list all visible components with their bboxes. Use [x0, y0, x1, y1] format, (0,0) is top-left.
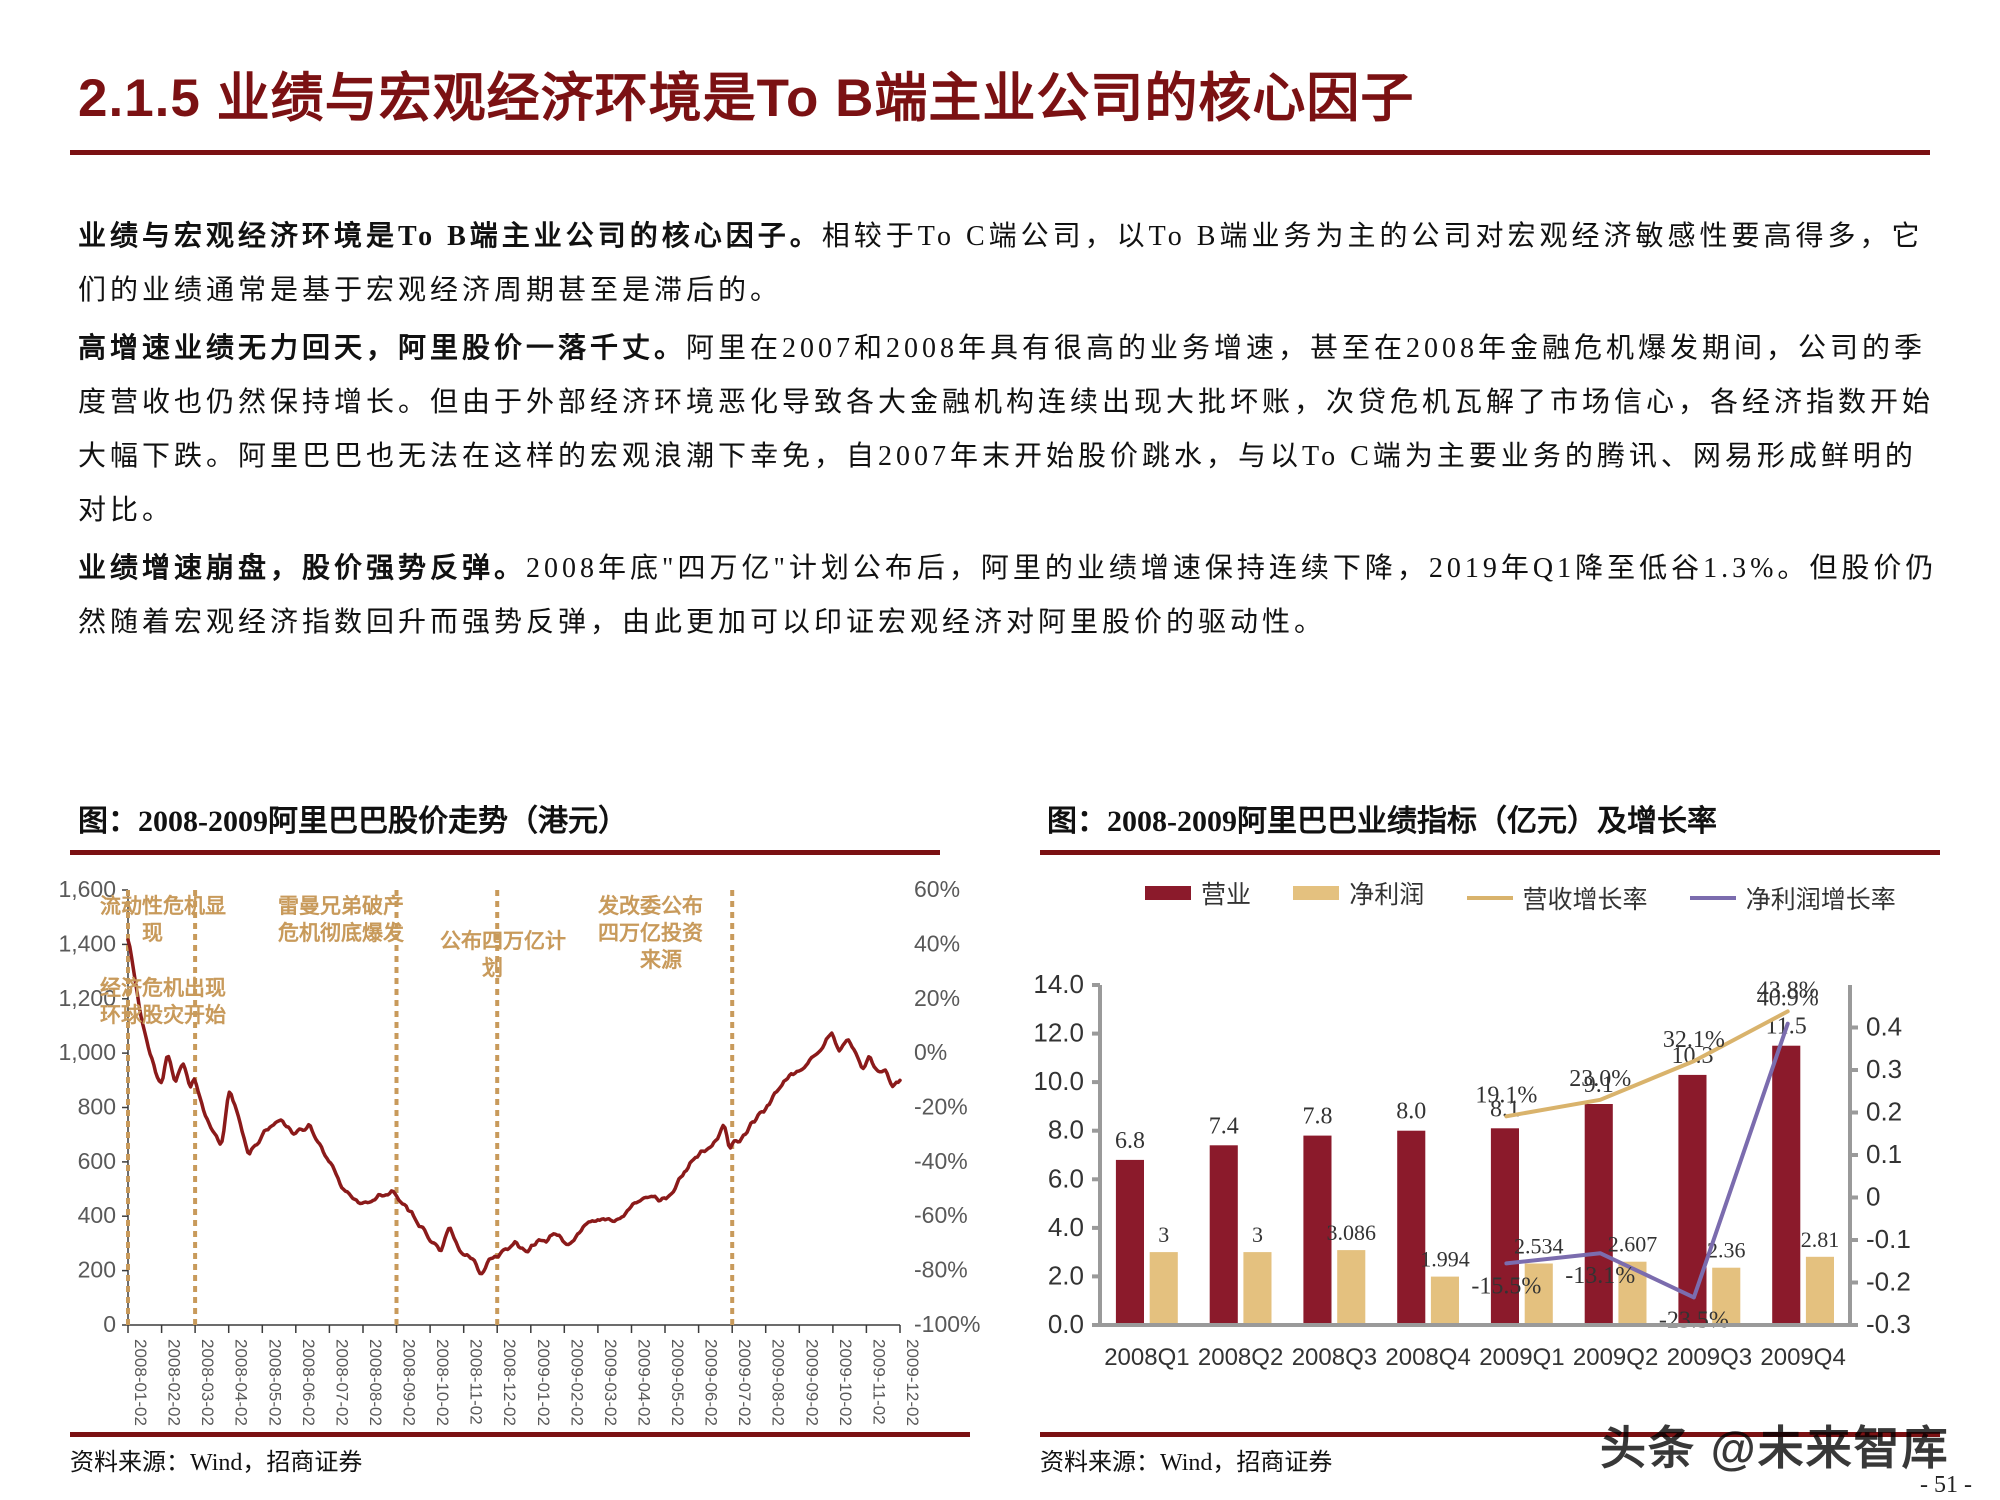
svg-text:2.0: 2.0 [1048, 1260, 1084, 1290]
svg-text:0: 0 [103, 1311, 116, 1337]
svg-text:3: 3 [1158, 1222, 1169, 1247]
svg-text:1.994: 1.994 [1420, 1247, 1470, 1272]
svg-text:600: 600 [78, 1148, 116, 1174]
svg-text:-13.1%: -13.1% [1565, 1263, 1635, 1289]
svg-text:2009Q2: 2009Q2 [1573, 1344, 1658, 1371]
svg-text:2009-07-02: 2009-07-02 [735, 1339, 754, 1426]
svg-text:19.1%: 19.1% [1475, 1082, 1537, 1108]
svg-text:3: 3 [1252, 1222, 1263, 1247]
svg-text:2009-11-02: 2009-11-02 [869, 1339, 888, 1425]
svg-text:2009-06-02: 2009-06-02 [702, 1339, 721, 1426]
svg-text:-0.1: -0.1 [1866, 1224, 1911, 1254]
svg-text:-0.2: -0.2 [1866, 1267, 1911, 1297]
svg-text:2009-10-02: 2009-10-02 [836, 1339, 855, 1426]
svg-text:2009-05-02: 2009-05-02 [668, 1339, 687, 1426]
svg-text:2008-11-02: 2008-11-02 [467, 1339, 486, 1425]
svg-text:-0.3: -0.3 [1866, 1309, 1911, 1339]
svg-text:2009Q1: 2009Q1 [1479, 1344, 1564, 1371]
svg-text:2008-08-02: 2008-08-02 [366, 1339, 385, 1426]
svg-text:-20%: -20% [914, 1094, 968, 1120]
svg-text:2009-01-02: 2009-01-02 [534, 1339, 553, 1426]
svg-text:8.0: 8.0 [1396, 1099, 1426, 1125]
svg-text:0.4: 0.4 [1866, 1012, 1902, 1042]
svg-text:14.0: 14.0 [1033, 969, 1084, 999]
svg-text:2008-06-02: 2008-06-02 [299, 1339, 318, 1426]
svg-text:10.0: 10.0 [1033, 1066, 1084, 1096]
svg-text:12.0: 12.0 [1033, 1018, 1084, 1048]
svg-text:0.2: 0.2 [1866, 1097, 1902, 1127]
svg-text:2009Q4: 2009Q4 [1760, 1344, 1845, 1371]
svg-text:2009-04-02: 2009-04-02 [635, 1339, 654, 1426]
svg-text:8.0: 8.0 [1048, 1115, 1084, 1145]
svg-text:2008Q4: 2008Q4 [1385, 1344, 1470, 1371]
svg-text:6.8: 6.8 [1115, 1128, 1145, 1154]
svg-text:2008-07-02: 2008-07-02 [332, 1339, 351, 1426]
svg-text:2008-12-02: 2008-12-02 [500, 1339, 519, 1426]
svg-text:0.3: 0.3 [1866, 1054, 1902, 1084]
svg-text:-80%: -80% [914, 1257, 968, 1283]
svg-text:2008Q3: 2008Q3 [1292, 1344, 1377, 1371]
svg-text:400: 400 [78, 1202, 116, 1228]
svg-text:40%: 40% [914, 930, 960, 956]
svg-text:2008-04-02: 2008-04-02 [232, 1339, 251, 1426]
svg-text:2009-09-02: 2009-09-02 [802, 1339, 821, 1426]
svg-text:2008-01-02: 2008-01-02 [131, 1339, 150, 1426]
svg-text:2008-03-02: 2008-03-02 [198, 1339, 217, 1426]
svg-text:2008Q1: 2008Q1 [1104, 1344, 1189, 1371]
svg-text:2.607: 2.607 [1608, 1232, 1658, 1257]
svg-text:200: 200 [78, 1257, 116, 1283]
svg-text:2008-09-02: 2008-09-02 [400, 1339, 419, 1426]
svg-text:-100%: -100% [914, 1311, 980, 1337]
svg-text:6.0: 6.0 [1048, 1163, 1084, 1193]
svg-text:2008-02-02: 2008-02-02 [165, 1339, 184, 1426]
svg-text:1,000: 1,000 [58, 1039, 116, 1065]
svg-text:60%: 60% [914, 876, 960, 902]
svg-text:4.0: 4.0 [1048, 1212, 1084, 1242]
svg-text:0.1: 0.1 [1866, 1139, 1902, 1169]
svg-text:40.9%: 40.9% [1757, 986, 1819, 1012]
svg-text:7.4: 7.4 [1209, 1113, 1239, 1139]
svg-text:-60%: -60% [914, 1202, 968, 1228]
svg-text:-23.5%: -23.5% [1659, 1307, 1729, 1333]
svg-text:0.0: 0.0 [1048, 1309, 1084, 1339]
svg-text:2.534: 2.534 [1514, 1234, 1564, 1259]
svg-text:800: 800 [78, 1094, 116, 1120]
svg-text:0%: 0% [914, 1039, 947, 1065]
svg-text:32.1%: 32.1% [1663, 1027, 1725, 1053]
svg-text:3.086: 3.086 [1326, 1220, 1376, 1245]
svg-text:-40%: -40% [914, 1148, 968, 1174]
svg-text:-15.5%: -15.5% [1471, 1273, 1541, 1299]
svg-text:2009-03-02: 2009-03-02 [601, 1339, 620, 1426]
svg-text:23.0%: 23.0% [1569, 1066, 1631, 1092]
svg-text:2.81: 2.81 [1801, 1227, 1840, 1252]
svg-text:2008Q2: 2008Q2 [1198, 1344, 1283, 1371]
svg-text:2009Q3: 2009Q3 [1667, 1344, 1752, 1371]
svg-text:20%: 20% [914, 985, 960, 1011]
svg-text:2009-02-02: 2009-02-02 [567, 1339, 586, 1426]
svg-text:7.8: 7.8 [1303, 1104, 1333, 1130]
svg-text:2009-08-02: 2009-08-02 [769, 1339, 788, 1426]
svg-text:0: 0 [1866, 1182, 1880, 1212]
svg-text:2009-12-02: 2009-12-02 [903, 1339, 922, 1426]
svg-text:2008-05-02: 2008-05-02 [265, 1339, 284, 1426]
svg-text:2008-10-02: 2008-10-02 [433, 1339, 452, 1426]
